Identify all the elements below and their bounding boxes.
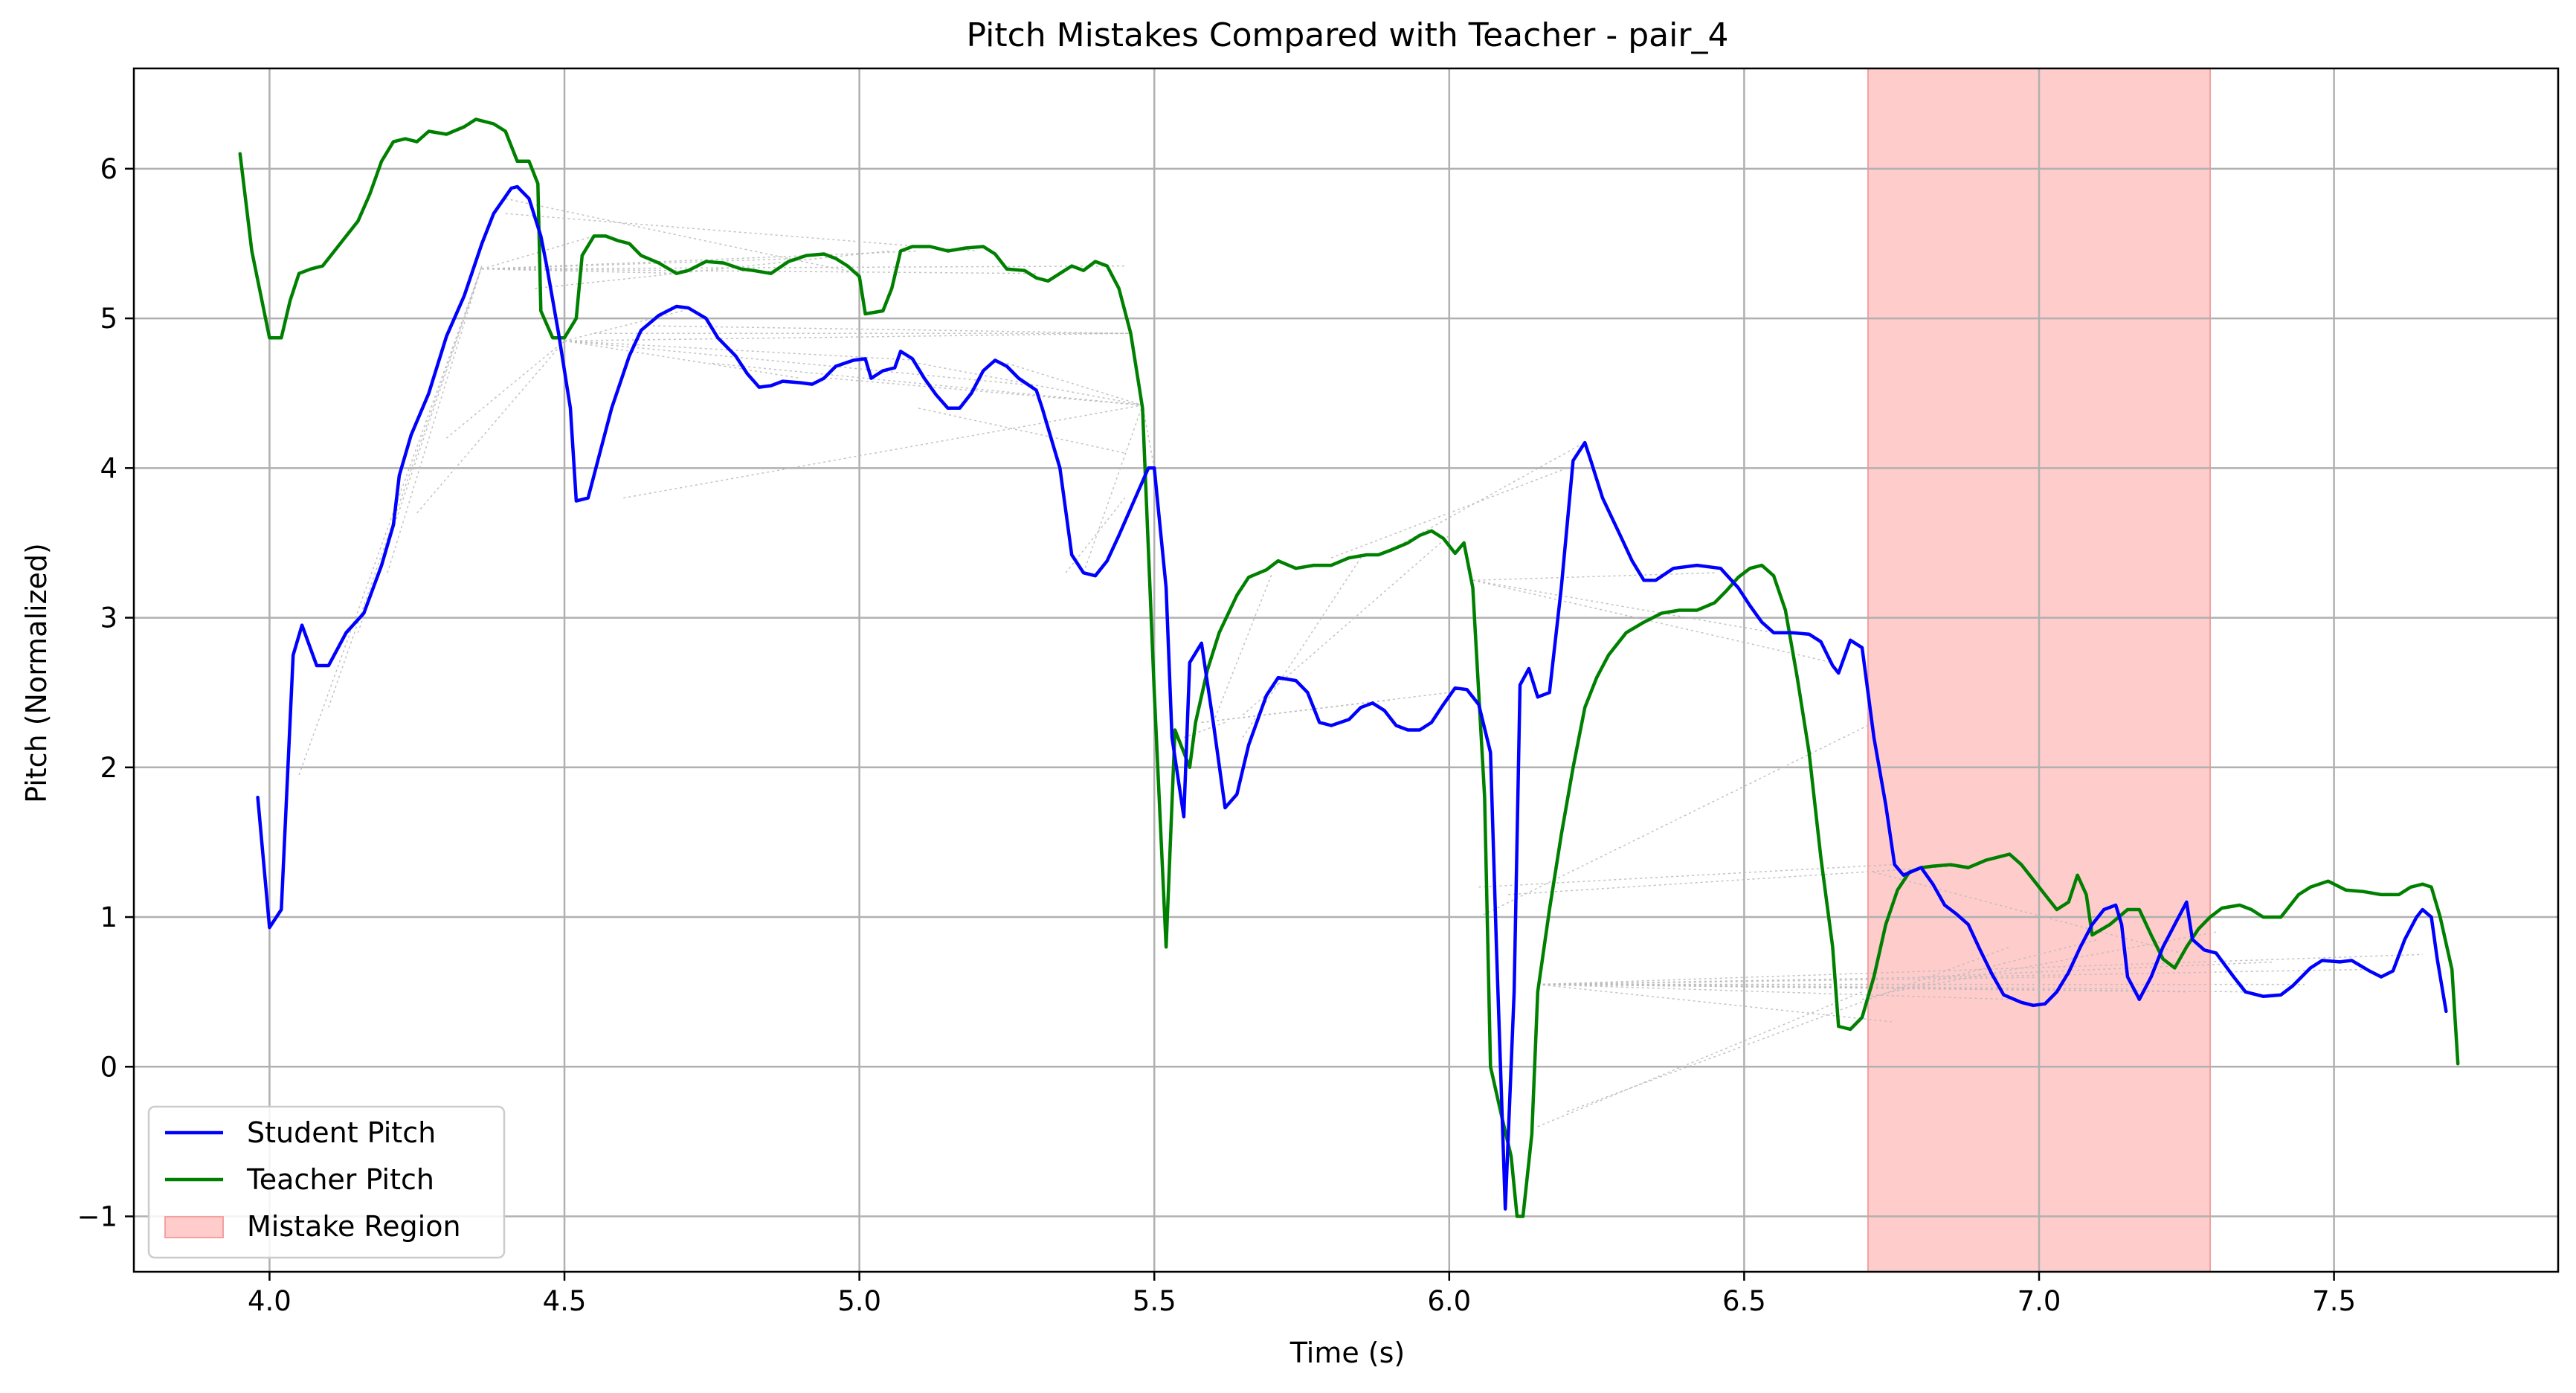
x-axis-label: Time (s) (1289, 1336, 1405, 1369)
x-tick-label: 4.5 (543, 1285, 587, 1317)
alignment-line (918, 408, 1125, 454)
alignment-line (1537, 983, 1892, 1023)
alignment-line (1537, 983, 2010, 1000)
student-pitch-line (256, 184, 2448, 1211)
alignment-line (1508, 863, 1980, 895)
alignment-line (1212, 572, 1273, 723)
alignment-line (298, 266, 483, 776)
alignment-line (564, 340, 918, 361)
alignment-line (1472, 579, 1774, 634)
alignment-line (1537, 983, 2246, 993)
alignment-line (416, 340, 565, 514)
alignment-line (1242, 535, 1450, 715)
alignment-line (1472, 579, 1833, 663)
alignment-line (652, 325, 1131, 334)
grid-layer (134, 68, 2558, 1272)
alignment-line (1472, 572, 1715, 582)
y-tick-label: 6 (100, 153, 117, 185)
alignment-line (829, 377, 1143, 406)
axes-frame (132, 67, 2560, 1273)
alignment-line (1537, 968, 2364, 985)
alignment-line (1330, 467, 1568, 559)
alignment-line (564, 332, 1131, 342)
alignment-line (535, 250, 889, 289)
legend-teacher-label: Teacher Pitch (246, 1163, 434, 1196)
legend-box (147, 1105, 506, 1259)
x-tick-label: 4.0 (248, 1285, 292, 1317)
alignment-line (1083, 405, 1144, 573)
y-tick-label: 2 (100, 752, 117, 784)
alignment-line (918, 362, 1143, 406)
alignment-line (1567, 946, 2010, 1113)
alignment-line (387, 266, 483, 573)
alignment-line (1537, 991, 1863, 1127)
y-axis-label: Pitch (Normalized) (20, 543, 53, 803)
series-layer (238, 118, 2460, 1218)
alignment-line (564, 340, 801, 379)
y-tick-label: −1 (77, 1201, 117, 1233)
x-tick-label: 5.0 (837, 1285, 881, 1317)
ticks-layer: 4.0 4.5 5.0 5.5 6.0 6.5 7.0 7.5 −1 0 1 2 3 4 5 6 (77, 153, 2356, 1317)
legend-mistake-swatch (164, 1216, 224, 1238)
x-tick-label: 7.0 (2018, 1285, 2061, 1317)
y-tick-label: 0 (100, 1051, 117, 1083)
x-tick-label: 6.0 (1427, 1285, 1471, 1317)
alignment-line (505, 213, 978, 252)
y-tick-label: 5 (100, 303, 117, 335)
x-tick-label: 6.5 (1722, 1285, 1766, 1317)
alignment-line (1478, 721, 1875, 918)
alignment-line (1921, 961, 2276, 978)
alignment-line (1242, 557, 1362, 738)
alignment-line (1873, 871, 2187, 956)
chart-title: Pitch Mistakes Compared with Teacher - p… (967, 16, 1729, 54)
y-tick-label: 1 (100, 901, 117, 933)
x-tick-label: 5.5 (1133, 1285, 1176, 1317)
legend: Student Pitch Teacher Pitch Mistake Regi… (147, 1105, 506, 1259)
legend-student-label: Student Pitch (247, 1116, 436, 1149)
x-tick-label: 7.5 (2312, 1285, 2356, 1317)
teacher-pitch-line (238, 118, 2460, 1218)
legend-mistake-label: Mistake Region (247, 1210, 461, 1243)
alignment-line (1861, 939, 2099, 1000)
alignment-line (564, 340, 1037, 387)
y-tick-label: 4 (100, 452, 117, 484)
alignment-line (712, 362, 1143, 406)
alignment-line (623, 405, 1143, 499)
alignment-lines-layer (298, 198, 2423, 1127)
y-tick-label: 3 (100, 602, 117, 634)
alignment-line (1183, 721, 1226, 739)
